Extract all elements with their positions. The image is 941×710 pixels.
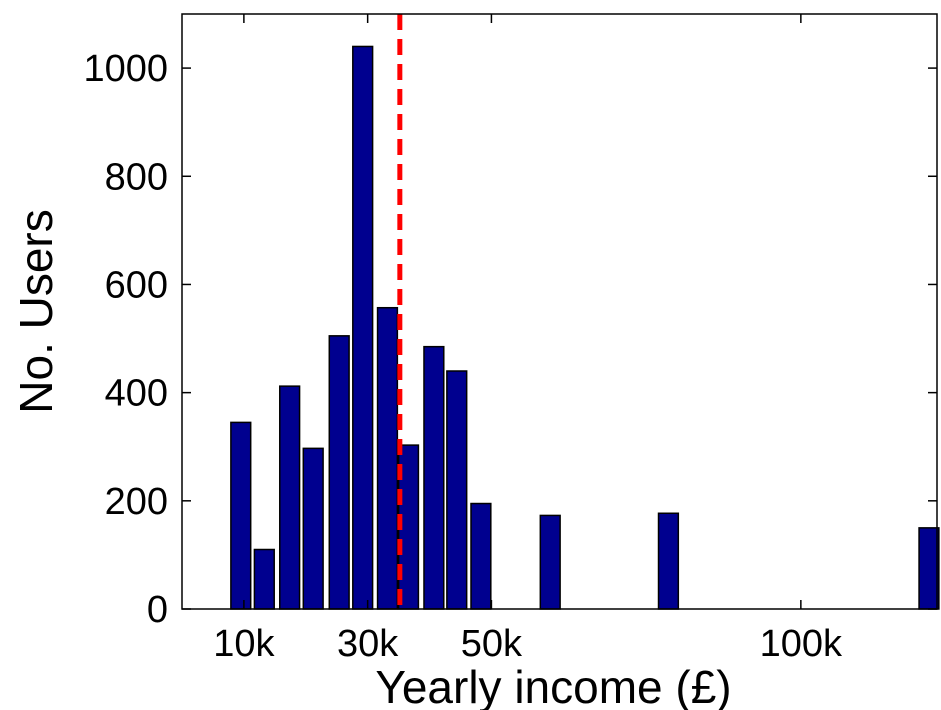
- bar-3: [279, 385, 301, 610]
- bar-12: [539, 514, 561, 610]
- x-tick-label: 100k: [760, 623, 843, 665]
- x-tick-label: 50k: [461, 623, 523, 665]
- bar-10: [446, 370, 468, 610]
- bar-6: [352, 45, 374, 610]
- y-tick-label: 200: [105, 481, 168, 523]
- bar-13: [657, 512, 680, 610]
- bar-2: [253, 548, 275, 610]
- bar-9: [423, 345, 445, 610]
- x-axis: 10k 30k 50k 100k: [213, 14, 843, 665]
- y-tick-label: 1000: [83, 48, 168, 90]
- bar-11: [470, 502, 492, 610]
- bars-group: [230, 45, 940, 610]
- y-tick-label: 600: [105, 264, 168, 306]
- y-tick-label: 800: [105, 156, 168, 198]
- bar-14: [918, 527, 940, 610]
- bar-5: [328, 335, 350, 610]
- x-tick-label: 30k: [337, 623, 399, 665]
- y-axis: 0 200 400 600 800 1000: [83, 48, 937, 631]
- y-tick-label: 0: [147, 589, 168, 631]
- x-tick-label: 10k: [213, 623, 275, 665]
- bar-4: [302, 447, 324, 610]
- x-axis-title: Yearly income (£): [375, 661, 731, 710]
- plot-frame: [181, 13, 938, 610]
- bar-1: [230, 421, 252, 610]
- y-tick-label: 400: [105, 373, 168, 415]
- y-axis-title: No. Users: [10, 209, 62, 413]
- bar-7: [376, 306, 399, 610]
